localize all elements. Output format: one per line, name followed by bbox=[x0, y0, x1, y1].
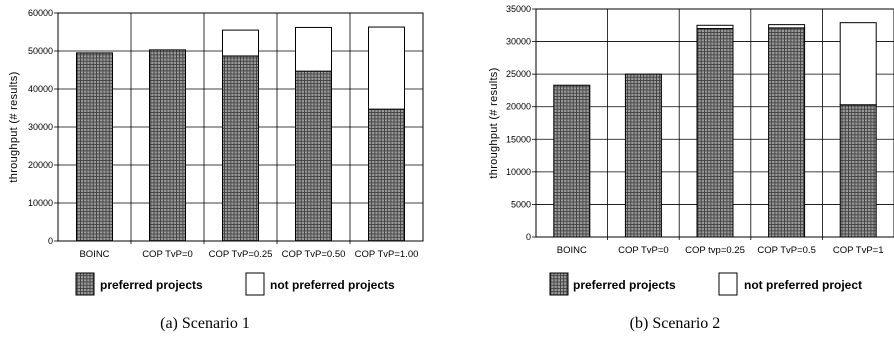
bar-not-preferred bbox=[295, 26, 332, 72]
bar-preferred bbox=[768, 27, 806, 238]
y-tick-label: 40000 bbox=[28, 84, 53, 94]
y-tick-label: 30000 bbox=[506, 37, 531, 47]
x-tick-label: COP TvP=0 bbox=[618, 245, 669, 256]
bar-preferred bbox=[76, 52, 113, 242]
x-tick-label: BOINC bbox=[79, 249, 109, 260]
legend-swatch-not-preferred bbox=[718, 272, 738, 296]
y-tick-label: 15000 bbox=[506, 134, 531, 144]
y-tick-label: 20000 bbox=[28, 160, 53, 170]
bar-preferred bbox=[295, 70, 332, 242]
y-tick-label: 20000 bbox=[506, 102, 531, 112]
chart-caption: (b) Scenario 2 bbox=[630, 315, 721, 332]
bar-not-preferred bbox=[368, 26, 405, 110]
legend-label-not-preferred: not preferred project bbox=[744, 278, 862, 292]
y-axis-label: throughput (# results) bbox=[488, 67, 500, 178]
bar-preferred bbox=[222, 55, 259, 242]
y-tick-label: 5000 bbox=[511, 199, 531, 209]
bar-not-preferred bbox=[222, 29, 259, 57]
y-tick-label: 25000 bbox=[506, 69, 531, 79]
legend-label-not-preferred: not preferred projects bbox=[270, 278, 395, 292]
bar-preferred bbox=[149, 49, 186, 242]
bar-not-preferred bbox=[768, 24, 806, 29]
bar-preferred bbox=[839, 104, 877, 238]
x-tick-label: COP TvP=0.50 bbox=[282, 249, 346, 260]
x-tick-label: COP TvP=0.5 bbox=[757, 245, 816, 256]
y-tick-label: 10000 bbox=[28, 198, 53, 208]
y-axis-label: throughput (# results) bbox=[8, 71, 20, 182]
y-tick-label: 60000 bbox=[28, 8, 53, 18]
y-tick-label: 10000 bbox=[506, 167, 531, 177]
bar-preferred bbox=[553, 84, 591, 238]
y-tick-label: 0 bbox=[48, 236, 53, 246]
y-tick-label: 30000 bbox=[28, 122, 53, 132]
chart-caption: (a) Scenario 1 bbox=[160, 315, 250, 332]
chart-1: 0 10000 20000 30000 40000 50000 60000 BOINC COP … bbox=[8, 8, 424, 332]
x-tick-label: COP tvp=0.25 bbox=[685, 245, 745, 256]
legend-swatch-not-preferred bbox=[245, 272, 265, 296]
legend-swatch-preferred bbox=[549, 272, 569, 296]
legend-label-preferred: preferred projects bbox=[573, 278, 676, 292]
legend-label-preferred: preferred projects bbox=[100, 278, 203, 292]
bar-not-preferred bbox=[839, 22, 877, 106]
chart-2: 0 5000 10000 15000 20000 25000 30000 35000 BOINC… bbox=[488, 4, 894, 332]
bar-preferred bbox=[368, 108, 405, 242]
x-tick-label: COP TvP=0 bbox=[142, 249, 193, 260]
y-tick-label: 0 bbox=[526, 232, 531, 242]
bar-preferred bbox=[624, 73, 662, 238]
x-tick-label: COP TvP=0.25 bbox=[209, 249, 273, 260]
legend-swatch-preferred bbox=[75, 272, 95, 296]
y-tick-label: 50000 bbox=[28, 46, 53, 56]
bar-not-preferred bbox=[696, 24, 734, 30]
x-tick-label: COP TvP=1 bbox=[833, 245, 884, 256]
x-tick-label: BOINC bbox=[557, 245, 587, 256]
y-tick-label: 35000 bbox=[506, 4, 531, 14]
bar-preferred bbox=[696, 28, 734, 238]
x-tick-label: COP TvP=1.00 bbox=[355, 249, 419, 260]
